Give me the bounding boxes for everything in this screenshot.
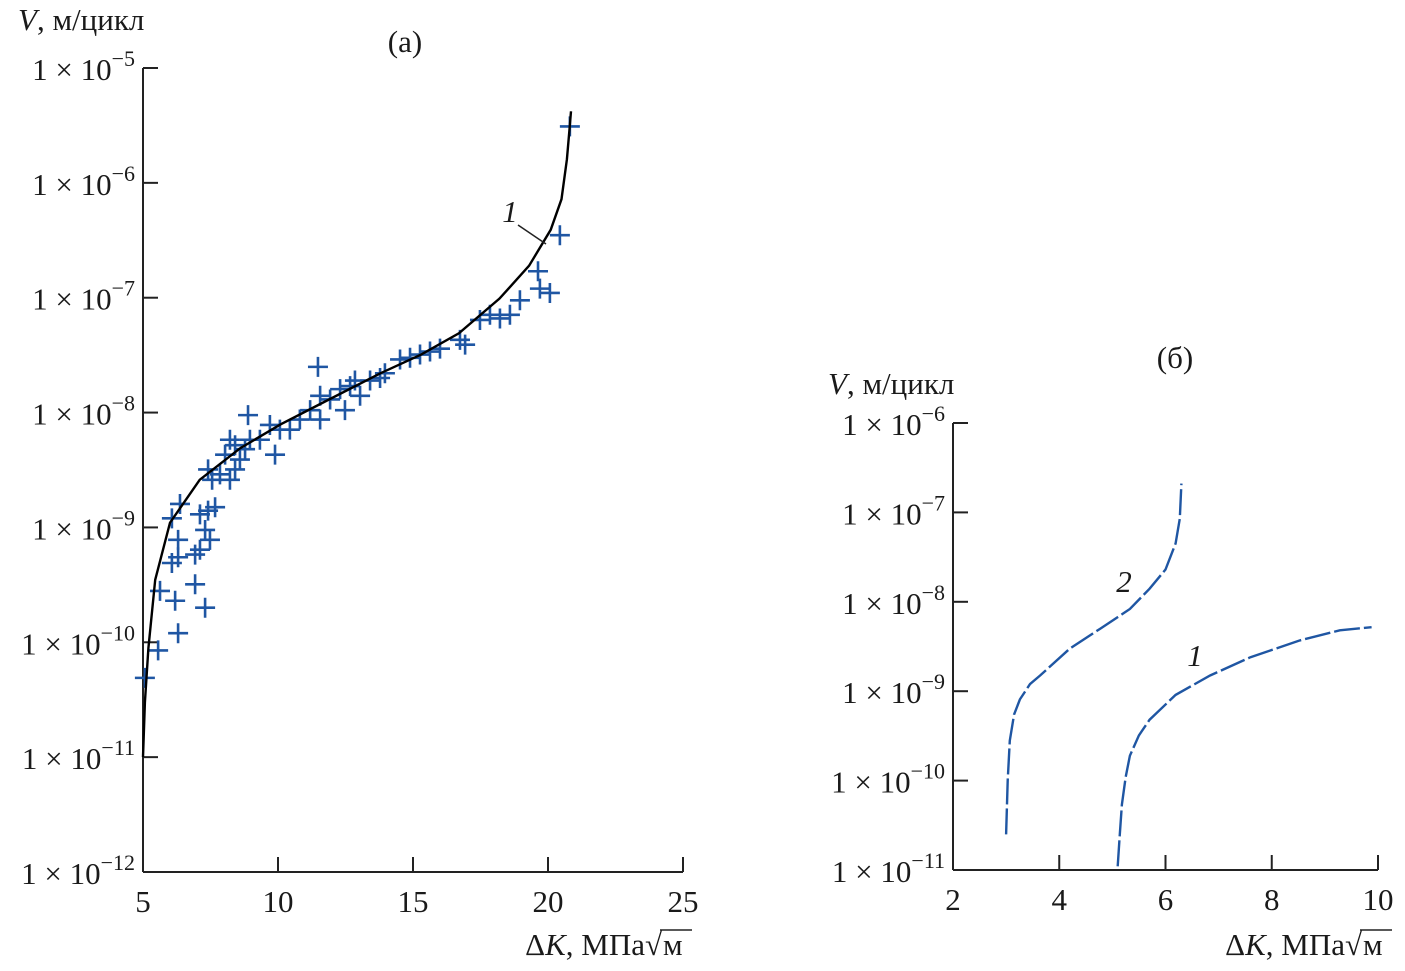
curve-label: 2 (1116, 564, 1132, 599)
y-tick-label: 1 × 10−10 (831, 759, 945, 800)
panel-label: (б) (1157, 340, 1193, 375)
data-point (205, 497, 226, 518)
y-axis-label: V, м/цикл (18, 2, 144, 37)
data-point (168, 623, 189, 644)
data-point (168, 529, 189, 550)
data-point (509, 290, 530, 311)
x-tick-label: 25 (668, 884, 699, 919)
data-point (539, 282, 560, 303)
data-point (528, 261, 549, 282)
panel-label: (а) (388, 24, 422, 59)
data-point (189, 539, 210, 560)
curve-1 (1116, 626, 1372, 867)
x-axis-label: ΔK, МПа√ (1225, 927, 1362, 962)
data-point (307, 356, 328, 377)
data-point (198, 459, 219, 480)
data-point (420, 341, 441, 362)
y-tick-label: 1 × 10−6 (32, 161, 135, 202)
data-point (350, 385, 371, 406)
y-tick-label: 1 × 10−5 (32, 46, 135, 87)
y-tick-label: 1 × 10−11 (22, 735, 135, 776)
data-point (225, 459, 246, 480)
curve-1 (141, 111, 573, 758)
x-tick-label: 10 (263, 884, 294, 919)
data-point (195, 597, 216, 618)
data-point (289, 409, 310, 430)
y-tick-label: 1 × 10−8 (842, 580, 945, 621)
y-tick-label: 1 × 10−11 (832, 848, 945, 889)
y-tick-label: 1 × 10−10 (21, 620, 135, 661)
data-point (219, 429, 240, 450)
data-point (390, 349, 411, 370)
x-tick-label: 8 (1264, 882, 1280, 917)
data-point (229, 449, 250, 470)
data-point (455, 334, 476, 355)
data-point (279, 419, 300, 440)
curve-label: 1 (1187, 638, 1203, 673)
data-point (489, 308, 510, 329)
y-tick-label: 1 × 10−9 (842, 669, 945, 710)
data-point (310, 385, 331, 406)
x-axis-label-root: м (663, 927, 683, 962)
data-point (195, 519, 216, 540)
data-point (310, 409, 331, 430)
data-point (499, 304, 520, 325)
data-point (185, 544, 206, 565)
x-axis-label-root: м (1363, 927, 1383, 962)
y-tick-label: 1 × 10−9 (32, 505, 135, 546)
y-tick-label: 1 × 10−12 (21, 850, 135, 891)
curve-label-leader (517, 224, 547, 245)
data-point (238, 405, 259, 426)
y-tick-label: 1 × 10−8 (32, 391, 135, 432)
x-axis-label: ΔK, МПа√ (525, 927, 662, 962)
curve-2 (1004, 483, 1183, 835)
x-tick-label: 4 (1052, 882, 1068, 917)
data-point (199, 529, 220, 550)
data-point (165, 590, 186, 611)
data-point (219, 469, 240, 490)
data-point (189, 504, 210, 525)
x-tick-label: 20 (533, 884, 564, 919)
data-point (185, 574, 206, 595)
data-point (168, 547, 189, 568)
data-point (549, 225, 570, 246)
x-tick-label: 2 (945, 882, 961, 917)
data-point (265, 444, 286, 465)
data-point (169, 493, 190, 514)
y-axis-label: V, м/цикл (828, 366, 954, 401)
data-point (529, 278, 550, 299)
panel-b: 1 × 10−6 1 × 10−7 1 × 10−8 1 × 10−9 1 × 10−1… (828, 340, 1394, 962)
curve-label: 1 (502, 194, 518, 229)
data-point (334, 400, 355, 421)
x-tick-label: 5 (135, 884, 151, 919)
x-tick-label: 15 (398, 884, 429, 919)
y-tick-label: 1 × 10−6 (842, 401, 945, 442)
x-tick-label: 6 (1158, 882, 1174, 917)
y-tick-label: 1 × 10−7 (32, 276, 135, 317)
panel-a: 1 × 10−5 1 × 10−6 1 × 10−7 1 × 10−8 1 × 10−9… (18, 2, 699, 962)
y-tick-label: 1 × 10−7 (842, 490, 945, 531)
x-tick-label: 10 (1363, 882, 1394, 917)
data-point (360, 370, 381, 391)
data-point (148, 640, 169, 661)
